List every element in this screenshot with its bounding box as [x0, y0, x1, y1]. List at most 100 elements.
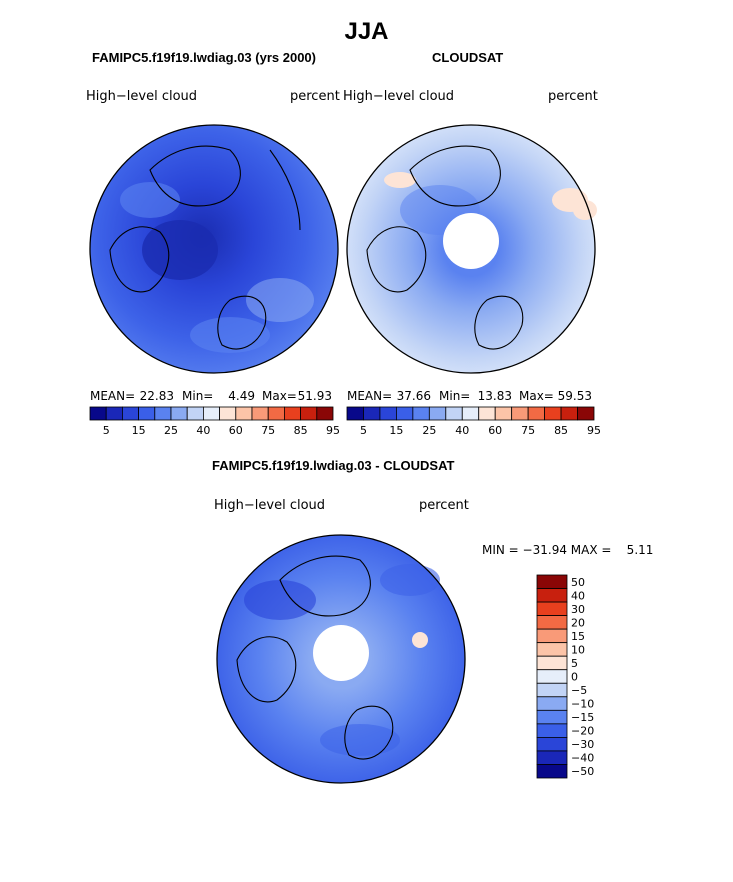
colorbar-swatch [494, 406, 513, 421]
colorbar-swatch [536, 588, 568, 603]
colorbar-swatch [536, 669, 568, 684]
colorbar-tick-label: −15 [571, 711, 594, 724]
colorbar-tick-label: 60 [488, 424, 502, 437]
stat-min-label-model: Min= [182, 389, 214, 403]
colorbar-swatch [219, 406, 237, 421]
colorbar-tick-label: 75 [521, 424, 535, 437]
colorbar-swatch [89, 406, 107, 421]
stat-max-label-obs: Max= [519, 389, 554, 403]
coastline [236, 636, 297, 703]
main-title: JJA [344, 18, 389, 45]
colorbar-model: 5 15 25 40 60 75 85 95 [89, 406, 340, 437]
colorbar-tick-label: 95 [587, 424, 601, 437]
colorbar-swatch [202, 406, 220, 421]
map-border-difference [216, 534, 466, 784]
colorbar-tick-label: 15 [132, 424, 146, 437]
field-patch [246, 278, 314, 322]
colorbar-swatch [536, 723, 568, 738]
colorbar-swatch [536, 601, 568, 616]
colorbar-tick-label: 30 [571, 603, 585, 616]
colorbar-swatch [536, 682, 568, 698]
colorbar-swatch [461, 406, 480, 421]
missing-data-hole [313, 625, 369, 681]
colorbar-obs: 5 15 25 40 60 75 85 95 [346, 406, 601, 437]
field-patch [120, 182, 180, 218]
colorbar-swatch [186, 406, 204, 421]
colorbar-swatch [235, 406, 253, 421]
units-label-difference: percent [419, 498, 469, 513]
colorbar-tick-label: 10 [571, 643, 585, 656]
field-patch [384, 172, 416, 188]
map-obs [346, 124, 597, 374]
colorbar-swatch [536, 696, 568, 711]
stat-min-obs: 13.83 [477, 389, 512, 403]
colorbar-swatch [560, 406, 578, 421]
colorbar-swatch [511, 406, 529, 421]
colorbar-swatch [536, 655, 568, 671]
colorbar-swatch [154, 406, 172, 421]
colorbar-tick-label: 15 [389, 424, 403, 437]
field-patch [142, 220, 218, 280]
colorbar-swatch [536, 574, 568, 589]
colorbar-swatch [283, 406, 301, 421]
colorbar-tick-label: 25 [164, 424, 178, 437]
colorbar-tick-label: 25 [422, 424, 436, 437]
colorbar-tick-label: −50 [571, 765, 594, 778]
coastline [269, 149, 301, 231]
map-border-model [89, 124, 339, 374]
colorbar-tick-label: 20 [571, 616, 585, 629]
colorbar-swatch [527, 406, 546, 421]
map-difference [216, 534, 466, 784]
colorbar-tick-label: 75 [261, 424, 275, 437]
stat-max-label-model: Max= [262, 389, 297, 403]
colorbar-swatch [536, 642, 568, 657]
colorbar-swatch [170, 406, 188, 421]
variable-label-difference: High−level cloud [214, 498, 326, 513]
map-model [89, 124, 339, 374]
colorbar-tick-label: 40 [196, 424, 210, 437]
field-patch [190, 317, 270, 353]
colorbar-swatch [395, 406, 414, 421]
field-patch [320, 724, 400, 756]
colorbar-swatch [251, 406, 269, 421]
colorbar-tick-label: 15 [571, 630, 585, 643]
colorbar-swatch [577, 406, 595, 421]
colorbar-swatch [316, 406, 334, 421]
stat-min-label-obs: Min= [439, 389, 471, 403]
colorbar-swatch [536, 764, 568, 779]
colorbar-tick-label: 5 [571, 657, 578, 670]
missing-data-hole [443, 213, 499, 269]
field-patch [412, 632, 428, 648]
stat-min-model: 4.49 [228, 389, 255, 403]
colorbar-swatch [478, 406, 496, 421]
colorbar-tick-label: −5 [571, 684, 587, 697]
colorbar-tick-label: 5 [103, 424, 110, 437]
colorbar-tick-label: 95 [326, 424, 340, 437]
coastline [109, 226, 170, 293]
colorbar-swatch [122, 406, 140, 421]
colorbar-swatch [363, 406, 381, 421]
stats-difference: MIN = −31.94 MAX = 5.11 [482, 543, 654, 557]
colorbar-tick-label: 85 [554, 424, 568, 437]
colorbar-tick-label: −20 [571, 725, 594, 738]
colorbar-swatch [346, 406, 364, 421]
panel-title-difference: FAMIPC5.f19f19.lwdiag.03 - CLOUDSAT [212, 458, 455, 473]
colorbar-swatch [428, 406, 447, 421]
colorbar-tick-label: 40 [571, 589, 585, 602]
colorbar-swatch [379, 406, 397, 421]
stat-mean-obs: 37.66 [396, 389, 431, 403]
colorbar-swatch [544, 406, 562, 421]
variable-label-model: High−level cloud [86, 89, 198, 104]
colorbar-swatch [536, 709, 568, 725]
units-label-obs: percent [548, 89, 598, 104]
field-patch [244, 580, 316, 620]
field-patch [380, 564, 440, 596]
colorbar-tick-label: 40 [455, 424, 469, 437]
field-patch [573, 200, 597, 220]
coastline [366, 226, 427, 293]
colorbar-swatch [536, 750, 568, 765]
colorbar-tick-label: 60 [229, 424, 243, 437]
panel-title-model: FAMIPC5.f19f19.lwdiag.03 (yrs 2000) [92, 50, 316, 65]
coastline [409, 145, 501, 207]
